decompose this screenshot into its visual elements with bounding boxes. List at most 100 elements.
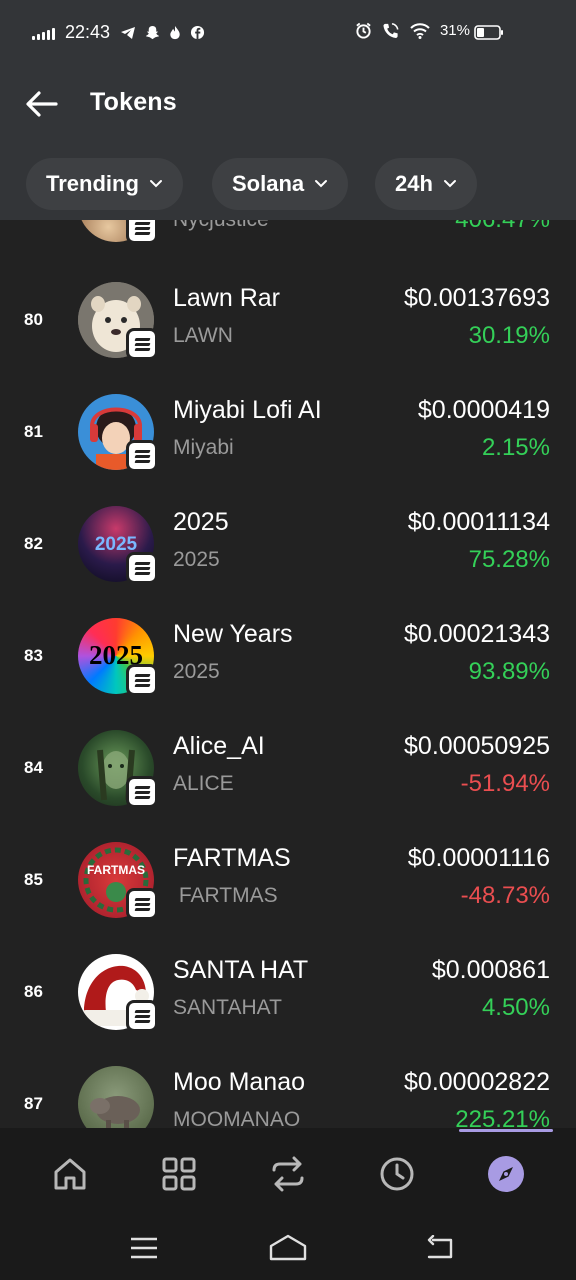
home-outline-icon bbox=[269, 1234, 307, 1261]
facebook-icon bbox=[190, 25, 205, 40]
token-rank: 86 bbox=[24, 982, 43, 1001]
token-price: $0.00021343 bbox=[404, 620, 550, 648]
token-row[interactable]: Nycjustice 406.47% bbox=[0, 220, 576, 260]
chevron-down-icon bbox=[149, 180, 162, 188]
token-name: SANTA HAT bbox=[173, 956, 309, 984]
telegram-icon bbox=[121, 26, 136, 39]
token-symbol: Miyabi bbox=[173, 436, 234, 459]
system-back-button[interactable] bbox=[420, 1232, 460, 1264]
nav-home[interactable] bbox=[46, 1150, 94, 1198]
token-row[interactable]: 83 2025 New Years 2025 $0.00021343 93.89… bbox=[0, 600, 576, 712]
token-name: New Years bbox=[173, 620, 293, 648]
token-price: $0.00002822 bbox=[404, 1068, 550, 1096]
grid-icon bbox=[162, 1157, 196, 1191]
clock-icon bbox=[380, 1157, 414, 1191]
avatar-text: 2025 bbox=[94, 534, 138, 555]
token-row[interactable]: 87 Moo Manao MOOMANAO $0.00002822 225.21… bbox=[0, 1048, 576, 1128]
token-avatar: FARTMAS bbox=[78, 842, 154, 918]
filter-label: Solana bbox=[232, 171, 305, 196]
battery-percent: 31% bbox=[439, 22, 470, 39]
token-symbol: Nycjustice bbox=[173, 220, 269, 232]
solana-badge-icon bbox=[126, 1000, 158, 1032]
token-change: 30.19% bbox=[468, 322, 550, 349]
nav-history[interactable] bbox=[373, 1150, 421, 1198]
token-list[interactable]: Nycjustice 406.47% 80 Lawn Rar LAWN $0.0… bbox=[0, 220, 576, 1128]
token-row[interactable]: 84 Alice_AI ALICE $0.00050925 -51.94% bbox=[0, 712, 576, 824]
token-price: $0.00050925 bbox=[404, 732, 550, 760]
solana-badge-icon bbox=[126, 888, 158, 920]
token-name: Moo Manao bbox=[173, 1068, 306, 1096]
token-change: -48.73% bbox=[460, 882, 550, 909]
token-row[interactable]: 85 FARTMAS FARTMAS FARTMAS $0.00001116 -… bbox=[0, 824, 576, 936]
app-header: Tokens Trending Solana 24h bbox=[0, 64, 576, 220]
filter-timeframe[interactable]: 24h bbox=[375, 158, 477, 210]
wifi-call-icon bbox=[383, 23, 399, 39]
solana-badge-icon bbox=[126, 776, 158, 808]
token-change: -51.94% bbox=[460, 770, 550, 797]
flame-icon bbox=[170, 25, 180, 40]
token-name: Lawn Rar bbox=[173, 284, 280, 312]
token-name: Alice_AI bbox=[173, 732, 265, 760]
token-symbol: SANTAHAT bbox=[173, 996, 282, 1019]
nav-grid[interactable] bbox=[155, 1150, 203, 1198]
token-name: 2025 bbox=[173, 508, 229, 536]
token-price: $0.000861 bbox=[431, 956, 550, 984]
token-rank: 84 bbox=[24, 758, 43, 777]
token-change: 406.47% bbox=[455, 220, 550, 234]
compass-icon bbox=[488, 1156, 524, 1192]
bottom-nav bbox=[0, 1128, 576, 1220]
nav-swap[interactable] bbox=[264, 1150, 312, 1198]
token-name: Miyabi Lofi AI bbox=[173, 396, 322, 424]
token-row[interactable]: 80 Lawn Rar LAWN $0.00137693 30.19% bbox=[0, 264, 576, 376]
token-rank: 87 bbox=[24, 1094, 43, 1113]
token-symbol: FARTMAS bbox=[173, 884, 278, 907]
chevron-down-icon bbox=[315, 180, 328, 188]
token-row[interactable]: 82 2025 2025 2025 $0.00011134 75.28% bbox=[0, 488, 576, 600]
token-price: $0.00137693 bbox=[404, 284, 550, 312]
solana-badge-icon bbox=[126, 664, 158, 696]
back-icon bbox=[427, 1235, 453, 1259]
back-button[interactable] bbox=[24, 88, 60, 120]
system-menu-button[interactable] bbox=[124, 1232, 164, 1264]
token-change: 4.50% bbox=[481, 994, 550, 1021]
token-rank: 81 bbox=[24, 422, 43, 441]
filter-label: Trending bbox=[46, 171, 139, 196]
token-row[interactable]: 86 SANTA HAT SANTAHAT $0.000861 4.50% bbox=[0, 936, 576, 1048]
system-home-button[interactable] bbox=[266, 1232, 310, 1264]
token-change: 75.28% bbox=[468, 546, 550, 573]
token-price: $0.00001116 bbox=[407, 844, 550, 872]
filter-label: 24h bbox=[395, 171, 433, 196]
token-rank: 80 bbox=[24, 310, 43, 329]
solana-badge-icon bbox=[126, 328, 158, 360]
token-symbol: MOOMANAO bbox=[173, 1108, 301, 1128]
solana-badge-icon bbox=[126, 220, 158, 244]
token-change: 225.21% bbox=[455, 1106, 550, 1128]
token-price: $0.00011134 bbox=[407, 508, 550, 536]
token-rank: 82 bbox=[24, 534, 43, 553]
filter-chain[interactable]: Solana bbox=[212, 158, 349, 210]
token-symbol: 2025 bbox=[173, 660, 220, 683]
filter-trending[interactable]: Trending bbox=[26, 158, 183, 210]
page-title: Tokens bbox=[90, 88, 177, 116]
swap-icon bbox=[272, 1156, 304, 1192]
token-change: 2.15% bbox=[481, 434, 550, 461]
status-time: 22:43 bbox=[65, 22, 111, 42]
battery-icon bbox=[474, 25, 503, 40]
chevron-down-icon bbox=[443, 180, 456, 188]
token-price: $0.0000419 bbox=[417, 396, 550, 424]
token-avatar bbox=[78, 1066, 154, 1128]
signal-icon bbox=[32, 26, 55, 40]
token-row[interactable]: 81 Miyabi Lofi AI Miyabi $0.0000419 2.15… bbox=[0, 376, 576, 488]
token-symbol: LAWN bbox=[173, 324, 233, 347]
alarm-icon bbox=[356, 22, 371, 39]
token-rank: 85 bbox=[24, 870, 43, 889]
token-rank: 83 bbox=[24, 646, 43, 665]
wifi-icon bbox=[410, 22, 430, 39]
token-symbol: 2025 bbox=[173, 548, 220, 571]
solana-badge-icon bbox=[126, 552, 158, 584]
snapchat-icon bbox=[145, 25, 160, 40]
token-change: 93.89% bbox=[468, 658, 550, 685]
nav-explore[interactable] bbox=[482, 1150, 530, 1198]
status-bar: 22:43 31% bbox=[0, 0, 576, 64]
active-indicator bbox=[459, 1129, 553, 1132]
